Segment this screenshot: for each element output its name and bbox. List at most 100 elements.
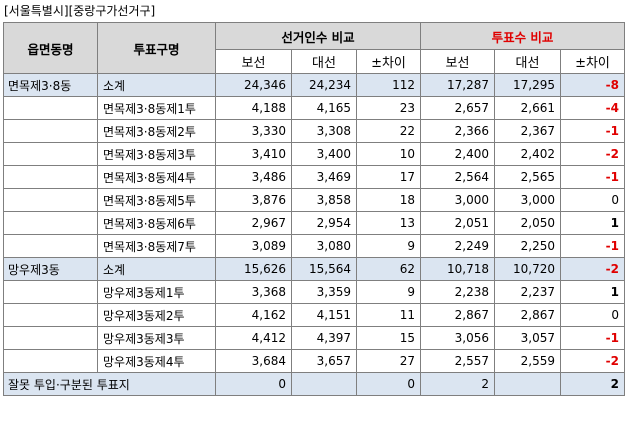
cell-voters-bo: 2,557 bbox=[420, 349, 495, 373]
header-electors-group: 선거인수 비교 bbox=[215, 22, 421, 50]
cell-electors-dae: 4,165 bbox=[291, 96, 357, 120]
cell-electors-diff: 9 bbox=[356, 280, 421, 304]
cell-voters-bo: 2,564 bbox=[420, 165, 495, 189]
cell-voters-diff: -8 bbox=[560, 73, 625, 97]
cell-voters-diff: -4 bbox=[560, 96, 625, 120]
header-voters-diff: ±차이 bbox=[560, 49, 625, 74]
cell-electors-bo: 3,330 bbox=[215, 119, 292, 143]
cell-voters-diff: -1 bbox=[560, 119, 625, 143]
cell-voters-diff: 0 bbox=[560, 188, 625, 212]
election-comparison-table: 읍면동명 투표구명 선거인수 비교 투표수 비교 보선 대선 ±차이 보선 대선… bbox=[3, 22, 625, 396]
cell-voters-dae: 2,237 bbox=[494, 280, 561, 304]
cell-electors-dae: 4,151 bbox=[291, 303, 357, 327]
cell-electors-diff: 9 bbox=[356, 234, 421, 258]
cell-dong: 망우제3동 bbox=[3, 257, 98, 281]
subtotal-row: 면목제3·8동 소계 24,346 24,234 112 17,287 17,295 -8 bbox=[3, 73, 625, 97]
cell-voters-dae: 2,402 bbox=[494, 142, 561, 166]
cell-voters-diff: -2 bbox=[560, 349, 625, 373]
header-electors-diff: ±차이 bbox=[356, 49, 421, 74]
cell-electors-bo: 3,410 bbox=[215, 142, 292, 166]
cell-poll: 소계 bbox=[97, 257, 216, 281]
cell-electors-diff: 22 bbox=[356, 119, 421, 143]
cell-poll: 면목제3·8동제4투 bbox=[97, 165, 216, 189]
cell-footer-voters-bo: 2 bbox=[420, 372, 495, 396]
table-row: 면목제3·8동제6투 2,967 2,954 13 2,051 2,050 1 bbox=[3, 211, 625, 235]
cell-voters-dae: 3,000 bbox=[494, 188, 561, 212]
cell-electors-diff: 112 bbox=[356, 73, 421, 97]
cell-footer-electors-diff: 0 bbox=[356, 372, 421, 396]
cell-electors-diff: 17 bbox=[356, 165, 421, 189]
cell-electors-bo: 4,412 bbox=[215, 326, 292, 350]
cell-footer-label: 잘못 투입·구분된 투표지 bbox=[3, 372, 216, 396]
cell-electors-bo: 4,188 bbox=[215, 96, 292, 120]
cell-electors-dae: 3,469 bbox=[291, 165, 357, 189]
cell-poll: 소계 bbox=[97, 73, 216, 97]
cell-poll: 망우제3동제1투 bbox=[97, 280, 216, 304]
cell-voters-bo: 17,287 bbox=[420, 73, 495, 97]
cell-electors-diff: 23 bbox=[356, 96, 421, 120]
cell-voters-bo: 3,000 bbox=[420, 188, 495, 212]
cell-poll: 면목제3·8동제1투 bbox=[97, 96, 216, 120]
cell-poll: 면목제3·8동제6투 bbox=[97, 211, 216, 235]
cell-electors-bo: 3,368 bbox=[215, 280, 292, 304]
table-row: 망우제3동제4투 3,684 3,657 27 2,557 2,559 -2 bbox=[3, 349, 625, 373]
cell-poll: 망우제3동제2투 bbox=[97, 303, 216, 327]
cell-voters-bo: 2,400 bbox=[420, 142, 495, 166]
cell-electors-bo: 2,967 bbox=[215, 211, 292, 235]
cell-voters-bo: 10,718 bbox=[420, 257, 495, 281]
cell-electors-diff: 27 bbox=[356, 349, 421, 373]
table-row: 면목제3·8동제2투 3,330 3,308 22 2,366 2,367 -1 bbox=[3, 119, 625, 143]
cell-dong bbox=[3, 211, 98, 235]
cell-dong bbox=[3, 349, 98, 373]
cell-voters-dae: 2,867 bbox=[494, 303, 561, 327]
cell-electors-bo: 4,162 bbox=[215, 303, 292, 327]
cell-electors-dae: 3,080 bbox=[291, 234, 357, 258]
cell-electors-bo: 24,346 bbox=[215, 73, 292, 97]
cell-voters-bo: 2,366 bbox=[420, 119, 495, 143]
cell-electors-dae: 3,400 bbox=[291, 142, 357, 166]
cell-dong bbox=[3, 96, 98, 120]
header-row-sub: 보선 대선 ±차이 보선 대선 ±차이 bbox=[4, 49, 625, 74]
table-caption: [서울특별시][중랑구가선거구] bbox=[4, 4, 156, 18]
cell-poll: 면목제3·8동제3투 bbox=[97, 142, 216, 166]
cell-voters-dae: 2,559 bbox=[494, 349, 561, 373]
cell-voters-bo: 2,051 bbox=[420, 211, 495, 235]
cell-dong bbox=[3, 119, 98, 143]
cell-electors-dae: 15,564 bbox=[291, 257, 357, 281]
cell-voters-dae: 2,050 bbox=[494, 211, 561, 235]
cell-electors-bo: 3,876 bbox=[215, 188, 292, 212]
table-row: 망우제3동제2투 4,162 4,151 11 2,867 2,867 0 bbox=[3, 303, 625, 327]
header-electors-bo: 보선 bbox=[215, 49, 292, 74]
cell-electors-diff: 11 bbox=[356, 303, 421, 327]
cell-electors-dae: 2,954 bbox=[291, 211, 357, 235]
footer-row: 잘못 투입·구분된 투표지 0 0 2 2 bbox=[3, 372, 625, 396]
cell-dong bbox=[3, 234, 98, 258]
cell-voters-dae: 2,565 bbox=[494, 165, 561, 189]
cell-electors-bo: 15,626 bbox=[215, 257, 292, 281]
table-row: 면목제3·8동제7투 3,089 3,080 9 2,249 2,250 -1 bbox=[3, 234, 625, 258]
cell-voters-diff: -2 bbox=[560, 142, 625, 166]
cell-voters-diff: -2 bbox=[560, 257, 625, 281]
cell-electors-diff: 15 bbox=[356, 326, 421, 350]
cell-electors-diff: 18 bbox=[356, 188, 421, 212]
cell-footer-electors-bo: 0 bbox=[215, 372, 292, 396]
table-row: 면목제3·8동제5투 3,876 3,858 18 3,000 3,000 0 bbox=[3, 188, 625, 212]
cell-voters-dae: 2,250 bbox=[494, 234, 561, 258]
cell-dong: 면목제3·8동 bbox=[3, 73, 98, 97]
cell-voters-dae: 17,295 bbox=[494, 73, 561, 97]
table-row: 면목제3·8동제4투 3,486 3,469 17 2,564 2,565 -1 bbox=[3, 165, 625, 189]
table-row: 망우제3동제1투 3,368 3,359 9 2,238 2,237 1 bbox=[3, 280, 625, 304]
subtotal-row: 망우제3동 소계 15,626 15,564 62 10,718 10,720 -2 bbox=[3, 257, 625, 281]
cell-dong bbox=[3, 188, 98, 212]
cell-poll: 망우제3동제3투 bbox=[97, 326, 216, 350]
cell-voters-bo: 2,867 bbox=[420, 303, 495, 327]
cell-voters-diff: 1 bbox=[560, 211, 625, 235]
cell-dong bbox=[3, 142, 98, 166]
cell-voters-bo: 3,056 bbox=[420, 326, 495, 350]
cell-dong bbox=[3, 326, 98, 350]
cell-dong bbox=[3, 280, 98, 304]
cell-electors-bo: 3,089 bbox=[215, 234, 292, 258]
cell-electors-diff: 62 bbox=[356, 257, 421, 281]
cell-footer-voters-diff: 2 bbox=[560, 372, 625, 396]
cell-dong bbox=[3, 165, 98, 189]
